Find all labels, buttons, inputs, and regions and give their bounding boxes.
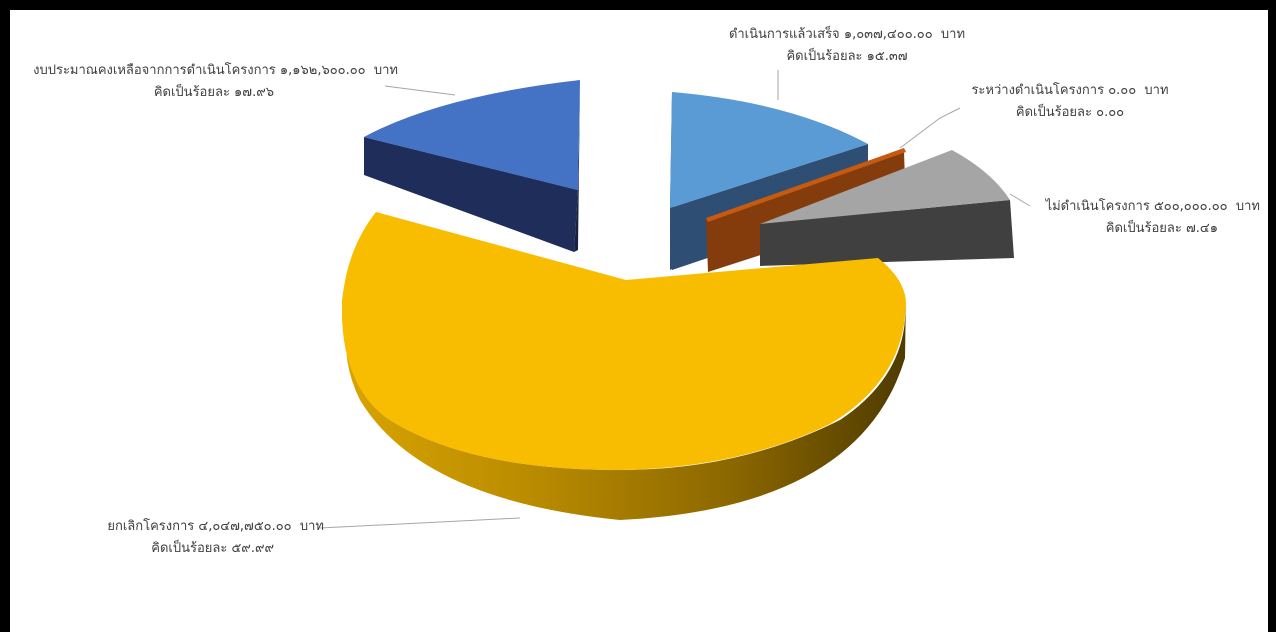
label-cancelled-line1: ยกเลิกโครงการ ๔,๐๔๗,๗๕๐.๐๐ บาท — [107, 519, 324, 534]
leader-line-not-done — [1009, 193, 1031, 207]
label-ongoing-percent: คิดเป็นร้อยละ ๐.๐๐ — [1015, 105, 1125, 120]
label-done-amount: ๑,๐๓๗,๔๐๐.๐๐ — [843, 27, 933, 42]
slice-remaining-side-right — [574, 80, 580, 252]
slice-not-done-top — [760, 150, 1010, 224]
leader-lines — [319, 70, 1031, 529]
label-done-line1: ดำเนินการแล้วเสร็จ ๑,๐๓๗,๔๐๐.๐๐ บาท — [729, 27, 965, 42]
slice-cancelled — [341, 212, 906, 520]
label-remaining-percent: คิดเป็นร้อยละ ๑๗.๙๖ — [153, 85, 274, 100]
label-ongoing-unit: บาท — [1144, 83, 1169, 98]
label-not-done-unit: บาท — [1235, 199, 1260, 214]
label-remaining-line1: งบประมาณคงเหลือจากการดำเนินโครงการ ๑,๑๖๒… — [33, 63, 398, 78]
label-not-done-name: ไม่ดำเนินโครงการ — [1045, 199, 1150, 214]
label-ongoing-amount: ๐.๐๐ — [1108, 83, 1137, 98]
data-label-remaining: งบประมาณคงเหลือจากการดำเนินโครงการ ๑,๑๖๒… — [18, 60, 398, 104]
slice-remaining-top — [364, 80, 580, 190]
label-remaining-name: งบประมาณคงเหลือจากการดำเนินโครงการ — [33, 63, 276, 78]
label-remaining-unit: บาท — [373, 63, 398, 78]
label-not-done-line1: ไม่ดำเนินโครงการ ๕๐๐,๐๐๐.๐๐ บาท — [1046, 199, 1260, 214]
label-cancelled-percent: คิดเป็นร้อยละ ๕๙.๙๙ — [151, 541, 274, 556]
leader-line-remaining — [384, 85, 456, 96]
slice-remaining-side-left — [364, 137, 578, 252]
label-done-unit: บาท — [940, 27, 966, 42]
label-cancelled-amount: ๔,๐๔๗,๗๕๐.๐๐ — [198, 519, 292, 534]
data-label-not-done: ไม่ดำเนินโครงการ ๕๐๐,๐๐๐.๐๐ บาท คิดเป็นร… — [1020, 196, 1260, 240]
slice-not-done-side — [760, 200, 1014, 266]
label-done-name: ดำเนินการแล้วเสร็จ — [728, 27, 840, 42]
slice-ongoing-top — [706, 148, 906, 222]
label-not-done-amount: ๕๐๐,๐๐๐.๐๐ — [1153, 199, 1228, 214]
leader-line-ongoing — [899, 107, 961, 149]
slice-done-top — [670, 92, 868, 208]
data-label-ongoing: ระหว่างดำเนินโครงการ ๐.๐๐ บาท คิดเป็นร้อ… — [960, 80, 1180, 124]
label-ongoing-name: ระหว่างดำเนินโครงการ — [971, 83, 1105, 98]
data-label-cancelled: ยกเลิกโครงการ ๔,๐๔๗,๗๕๐.๐๐ บาท คิดเป็นร้… — [60, 516, 324, 560]
label-not-done-percent: คิดเป็นร้อยละ ๗.๔๑ — [1105, 221, 1218, 236]
slice-cancelled-side — [342, 284, 906, 520]
slice-cancelled-top — [341, 212, 906, 470]
label-cancelled-unit: บาท — [299, 519, 324, 534]
label-done-percent: คิดเป็นร้อยละ ๑๕.๓๗ — [786, 49, 908, 64]
label-cancelled-name: ยกเลิกโครงการ — [107, 519, 195, 534]
slice-remaining — [364, 80, 580, 252]
data-label-done: ดำเนินการแล้วเสร็จ ๑,๐๓๗,๔๐๐.๐๐ บาท คิดเ… — [712, 24, 982, 68]
leader-line-cancelled — [319, 517, 521, 529]
slice-not-done — [760, 150, 1014, 266]
label-ongoing-line1: ระหว่างดำเนินโครงการ ๐.๐๐ บาท — [971, 83, 1168, 98]
label-remaining-amount: ๑,๑๖๒,๖๐๐.๐๐ — [279, 63, 366, 78]
